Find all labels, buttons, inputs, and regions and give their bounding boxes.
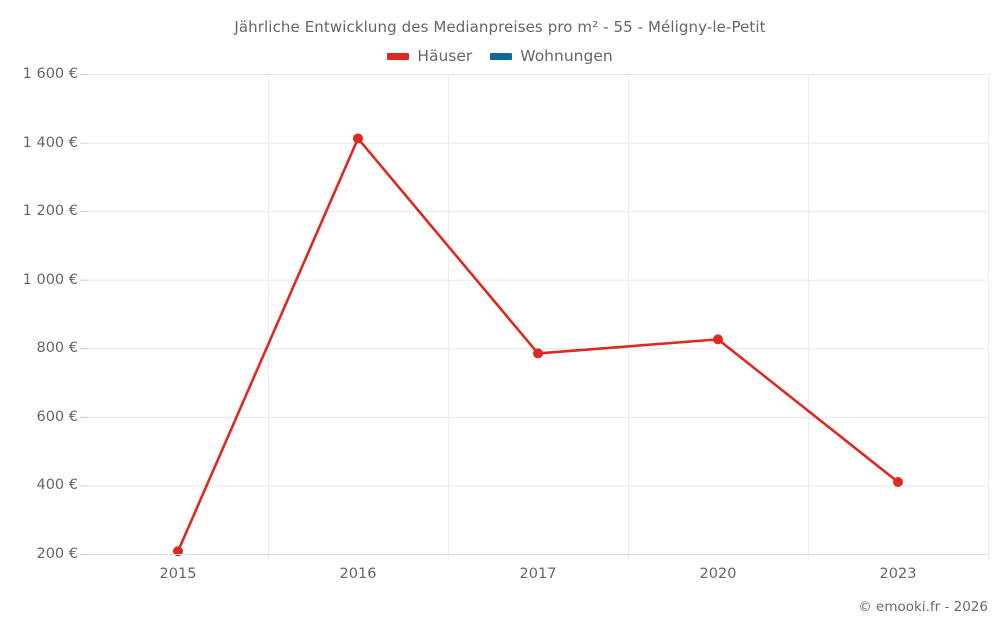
x-axis-tick-label: 2020: [699, 566, 737, 582]
y-axis-tick-label: 1 200 €: [22, 203, 78, 220]
y-axis-tick-label: 400 €: [36, 477, 78, 494]
chart-legend: Häuser Wohnungen: [0, 45, 1000, 67]
y-axis-tick-label: 800 €: [36, 340, 78, 357]
chart-title: Jährliche Entwicklung des Medianpreises …: [234, 18, 766, 36]
legend-item-wohnungen[interactable]: Wohnungen: [490, 47, 613, 65]
y-axis-tick-label: 1 600 €: [22, 66, 78, 82]
x-axis-tick-label: 2015: [159, 566, 197, 582]
legend-item-label: Häuser: [417, 47, 473, 65]
y-axis-labels: 200 € 400 € 600 € 800 € 1 000 € 1 200 € 1 400 …: [0, 0, 78, 625]
y-axis-tick-label: 1 400 €: [22, 134, 78, 151]
data-point[interactable]: [893, 477, 903, 487]
legend-item-label: Wohnungen: [520, 47, 613, 65]
data-point[interactable]: [173, 546, 183, 557]
line-swatch-icon: [490, 52, 513, 60]
y-axis-tick-label: 600 €: [36, 408, 78, 425]
x-axis-tick-label: 2017: [519, 566, 557, 582]
line-swatch-icon: [387, 52, 410, 60]
y-axis-tick-label: 200 €: [36, 546, 78, 562]
series-line: [176, 137, 900, 553]
x-axis-tick-label: 2023: [879, 566, 917, 582]
x-axis-tick-label: 2016: [339, 566, 377, 582]
legend-item-hauser[interactable]: Häuser: [387, 47, 472, 65]
series-1: [173, 133, 903, 557]
copyright-credit: © emooki.fr - 2026: [858, 599, 988, 615]
y-axis-ticks: [80, 74, 88, 555]
data-point[interactable]: [533, 348, 543, 359]
grid-lines: [88, 74, 988, 555]
grid-lines-vertical: [268, 74, 989, 560]
y-axis-tick-label: 1 000 €: [22, 271, 78, 288]
data-point[interactable]: [713, 334, 723, 345]
data-point[interactable]: [353, 133, 363, 144]
